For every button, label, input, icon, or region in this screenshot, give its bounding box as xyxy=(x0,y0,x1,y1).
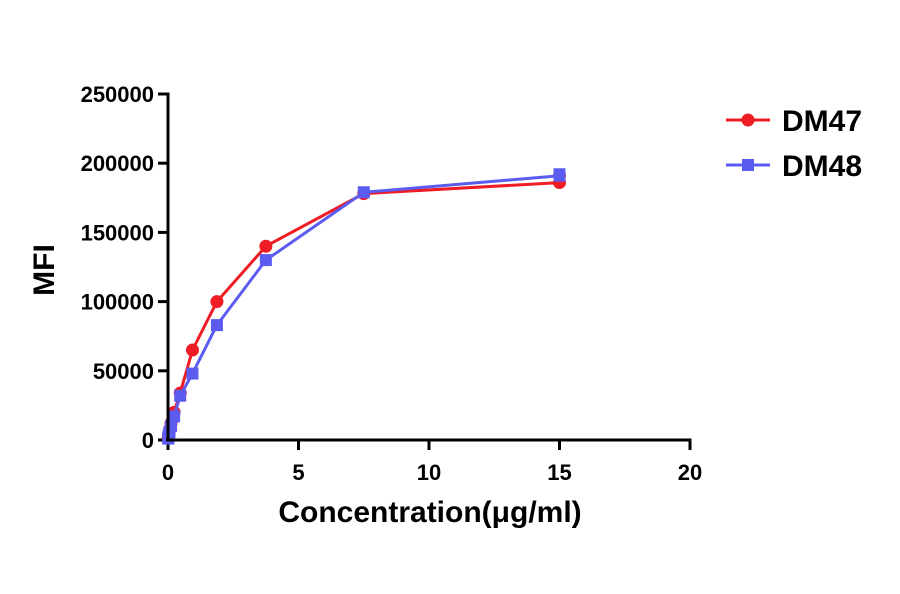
data-point-dm47 xyxy=(259,239,273,253)
series-line-dm47 xyxy=(166,175,561,439)
x-tick-label: 15 xyxy=(547,460,571,485)
y-tick-label: 150000 xyxy=(81,220,154,245)
legend-label: DM48 xyxy=(782,150,862,183)
x-tick-label: 5 xyxy=(292,460,304,485)
series-layer xyxy=(161,168,566,445)
x-axis-label: Concentration(μg/ml) xyxy=(278,496,581,529)
data-point-dm47 xyxy=(210,295,224,309)
x-tick-label: 20 xyxy=(678,460,702,485)
y-axis-label: MFI xyxy=(28,244,61,296)
legend-label: DM47 xyxy=(782,105,862,138)
y-tick-label: 100000 xyxy=(81,290,154,315)
legend-item-dm48: DM48 xyxy=(726,150,862,183)
x-tick-label: 10 xyxy=(417,460,441,485)
data-point-dm48 xyxy=(259,254,272,267)
x-axis-ticks: 0 5 10 15 20 xyxy=(162,440,702,485)
series-dm48 xyxy=(162,168,566,445)
data-point-dm48 xyxy=(553,168,566,181)
legend-marker xyxy=(741,113,755,127)
data-point-dm48 xyxy=(168,410,181,423)
series-line-dm48 xyxy=(166,174,561,439)
data-point-dm48 xyxy=(186,367,199,380)
data-point-dm48 xyxy=(357,186,370,199)
legend: DM47 DM48 xyxy=(726,105,862,183)
y-axis-ticks: 0 50000 100000 150000 200000 250000 xyxy=(81,82,168,453)
y-tick-label: 250000 xyxy=(81,82,154,107)
y-tick-label: 50000 xyxy=(93,359,154,384)
y-tick-label: 200000 xyxy=(81,151,154,176)
legend-item-dm47: DM47 xyxy=(726,105,862,138)
data-point-dm48 xyxy=(210,319,223,332)
series-dm47 xyxy=(161,169,566,445)
x-tick-label: 0 xyxy=(162,460,174,485)
legend-marker xyxy=(742,159,754,171)
y-tick-label: 0 xyxy=(142,428,154,453)
data-point-dm48 xyxy=(174,389,187,402)
data-point-dm47 xyxy=(185,343,199,357)
